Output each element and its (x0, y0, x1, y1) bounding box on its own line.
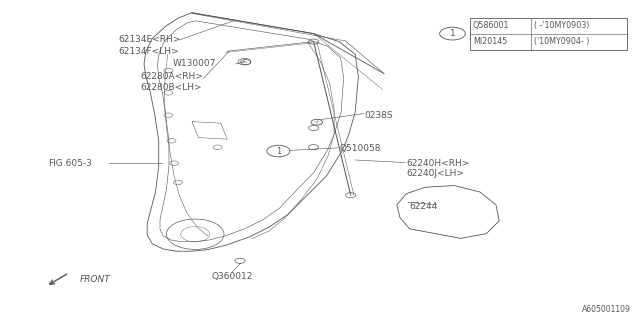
Text: 62134F<LH>: 62134F<LH> (118, 47, 179, 56)
Text: 62240J<LH>: 62240J<LH> (406, 169, 465, 178)
Text: W130007: W130007 (173, 60, 216, 68)
Text: ( -'10MY0903): ( -'10MY0903) (534, 21, 589, 30)
Text: ('10MY0904- ): ('10MY0904- ) (534, 37, 589, 46)
Text: 62280A<RH>: 62280A<RH> (141, 72, 204, 81)
Text: 62240H<RH>: 62240H<RH> (406, 159, 470, 168)
Text: Q586001: Q586001 (473, 21, 509, 30)
Text: A605001109: A605001109 (582, 305, 630, 314)
Bar (470, 18, 627, 50)
Text: 1: 1 (276, 147, 281, 156)
Text: 0238S: 0238S (365, 111, 394, 120)
Text: Q510058: Q510058 (339, 144, 381, 153)
Text: 62244: 62244 (410, 202, 438, 211)
Text: FIG.605-3: FIG.605-3 (48, 159, 92, 168)
Text: 62280B<LH>: 62280B<LH> (141, 83, 202, 92)
Text: Q360012: Q360012 (211, 272, 253, 281)
Text: 62134E<RH>: 62134E<RH> (118, 36, 180, 44)
Text: FRONT: FRONT (80, 275, 111, 284)
Text: MI20145: MI20145 (473, 37, 508, 46)
Text: 1: 1 (450, 29, 455, 38)
